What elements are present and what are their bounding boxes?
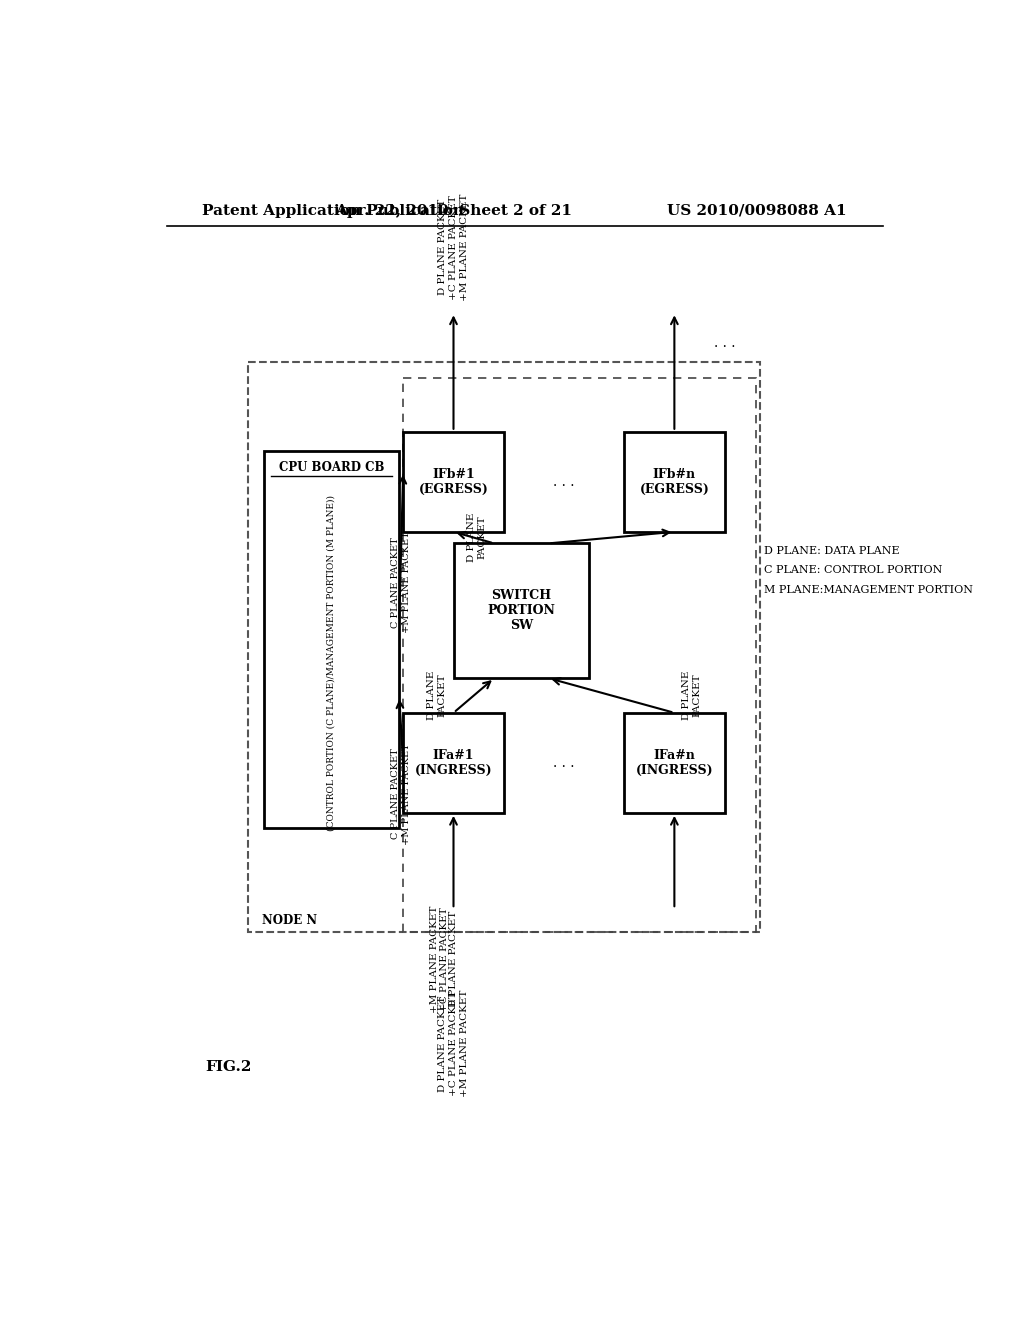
Bar (248, 363, 760, 932)
Text: IFb#1
(EGRESS): IFb#1 (EGRESS) (419, 467, 488, 496)
Text: . . .: . . . (553, 475, 574, 488)
Text: . . .: . . . (714, 337, 735, 350)
Text: D PLANE PACKET: D PLANE PACKET (449, 911, 458, 1007)
Bar (403, 378, 756, 932)
Bar (454, 544, 589, 678)
Text: C PLANE PACKET
+M PLANE PACKET: C PLANE PACKET +M PLANE PACKET (391, 743, 411, 845)
Text: IFb#n
(EGRESS): IFb#n (EGRESS) (639, 467, 710, 496)
Text: C PLANE: CONTROL PORTION: C PLANE: CONTROL PORTION (764, 565, 942, 576)
Text: NODE N: NODE N (262, 915, 317, 927)
Text: D PLANE
PACKET: D PLANE PACKET (427, 671, 446, 721)
Bar (263, 451, 399, 829)
Bar (403, 713, 504, 813)
Text: Apr. 22, 2010  Sheet 2 of 21: Apr. 22, 2010 Sheet 2 of 21 (335, 203, 572, 218)
Bar (624, 713, 725, 813)
Text: D PLANE
PACKET: D PLANE PACKET (467, 513, 486, 562)
Text: FIG.2: FIG.2 (206, 1060, 252, 1074)
Text: IFa#1
(INGRESS): IFa#1 (INGRESS) (415, 748, 493, 777)
Bar (624, 432, 725, 532)
Text: +M PLANE PACKET: +M PLANE PACKET (430, 906, 439, 1012)
Text: Patent Application Publication: Patent Application Publication (202, 203, 464, 218)
Bar (403, 432, 504, 532)
Text: US 2010/0098088 A1: US 2010/0098088 A1 (667, 203, 846, 218)
Text: IFa#n
(INGRESS): IFa#n (INGRESS) (636, 748, 713, 777)
Text: M PLANE:MANAGEMENT PORTION: M PLANE:MANAGEMENT PORTION (764, 585, 973, 594)
Text: SWITCH
PORTION
SW: SWITCH PORTION SW (487, 589, 555, 632)
Text: (CONTROL PORTION (C PLANE)/MANAGEMENT PORTION (M PLANE)): (CONTROL PORTION (C PLANE)/MANAGEMENT PO… (327, 495, 336, 830)
Text: CPU BOARD CB: CPU BOARD CB (279, 462, 384, 474)
Text: D PLANE
PACKET: D PLANE PACKET (682, 671, 701, 721)
Text: D PLANE: DATA PLANE: D PLANE: DATA PLANE (764, 546, 899, 556)
Text: D PLANE PACKET
+C PLANE PACKET
+M PLANE PACKET: D PLANE PACKET +C PLANE PACKET +M PLANE … (438, 990, 469, 1097)
Text: . . .: . . . (553, 756, 574, 770)
Text: C PLANE PACKET
+M PLANE PACKET: C PLANE PACKET +M PLANE PACKET (391, 532, 411, 634)
Text: +C PLANE PACKET: +C PLANE PACKET (439, 907, 449, 1011)
Text: D PLANE PACKET
+C PLANE PACKET
+M PLANE PACKET: D PLANE PACKET +C PLANE PACKET +M PLANE … (438, 194, 469, 301)
